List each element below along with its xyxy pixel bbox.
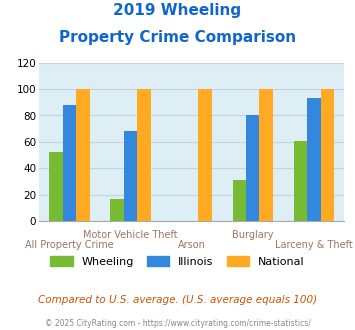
- Bar: [246, 115, 260, 221]
- Bar: [233, 180, 246, 221]
- Text: © 2025 CityRating.com - https://www.cityrating.com/crime-statistics/: © 2025 CityRating.com - https://www.city…: [45, 319, 310, 328]
- Text: Burglary: Burglary: [232, 230, 273, 240]
- Text: Arson: Arson: [178, 240, 206, 250]
- Bar: [294, 141, 307, 221]
- Bar: [137, 89, 151, 221]
- Bar: [124, 131, 137, 221]
- Bar: [63, 105, 76, 221]
- Legend: Wheeling, Illinois, National: Wheeling, Illinois, National: [50, 255, 305, 267]
- Text: Motor Vehicle Theft: Motor Vehicle Theft: [83, 230, 178, 240]
- Bar: [198, 89, 212, 221]
- Bar: [49, 152, 63, 221]
- Bar: [307, 98, 321, 221]
- Text: All Property Crime: All Property Crime: [25, 240, 114, 250]
- Bar: [260, 89, 273, 221]
- Text: Larceny & Theft: Larceny & Theft: [275, 240, 353, 250]
- Text: Property Crime Comparison: Property Crime Comparison: [59, 30, 296, 45]
- Bar: [110, 199, 124, 221]
- Text: 2019 Wheeling: 2019 Wheeling: [114, 3, 241, 18]
- Bar: [76, 89, 90, 221]
- Text: Compared to U.S. average. (U.S. average equals 100): Compared to U.S. average. (U.S. average …: [38, 295, 317, 305]
- Bar: [321, 89, 334, 221]
